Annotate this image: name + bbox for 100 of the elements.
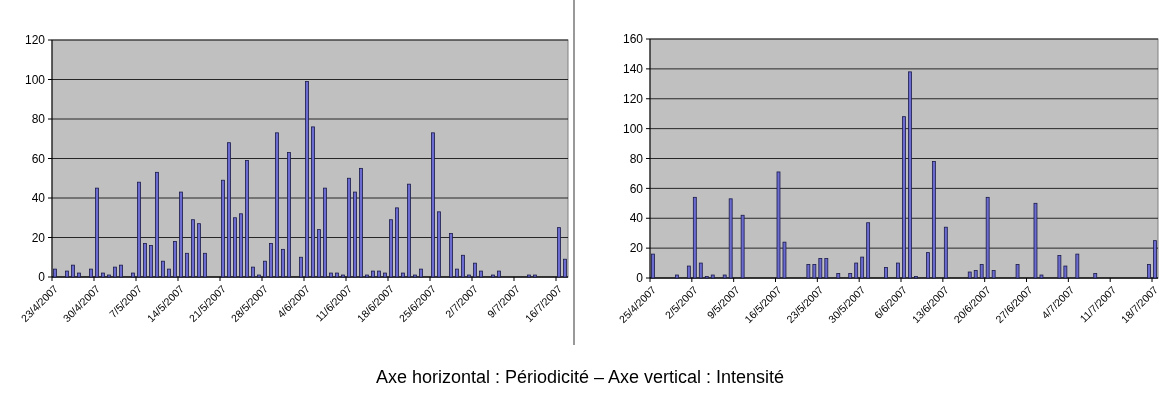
bar: [275, 132, 279, 278]
bar: [227, 142, 231, 278]
bar: [299, 256, 303, 278]
bar: [836, 273, 841, 279]
bar: [53, 268, 57, 278]
bar: [101, 272, 105, 278]
bar: [119, 264, 123, 278]
bar: [185, 252, 189, 278]
bar: [908, 71, 912, 279]
bar: [1075, 253, 1080, 279]
bar: [245, 160, 249, 278]
bar: [991, 270, 996, 279]
bar: [943, 226, 948, 279]
bar: [698, 262, 703, 279]
text: Axe horizontal : Périodicité – Axe vertical : Intensité: [375, 367, 785, 387]
bar: [89, 268, 93, 278]
bar: [461, 254, 465, 278]
y-tick-label: 20: [31, 230, 46, 245]
bar: [311, 126, 315, 278]
y-tick-label: 0: [636, 271, 644, 286]
bar: [1153, 240, 1157, 279]
y-tick-label: 40: [629, 211, 644, 226]
y-tick-label: 0: [38, 270, 46, 285]
bar: [557, 227, 561, 278]
bar: [437, 211, 441, 278]
bar: [233, 217, 237, 278]
bar: [818, 258, 823, 279]
bar: [221, 179, 225, 278]
y-tick-label: 160: [622, 32, 644, 47]
bar: [71, 264, 75, 278]
bar: [479, 270, 483, 278]
bar: [161, 260, 165, 278]
bar: [973, 270, 978, 279]
bar: [335, 272, 339, 278]
bar: [383, 272, 387, 278]
y-tick-label: 80: [629, 151, 644, 166]
bar: [353, 191, 357, 278]
bar: [497, 270, 501, 278]
bar: [860, 256, 865, 279]
bar: [473, 262, 477, 278]
bar: [728, 198, 733, 279]
y-tick-label: 80: [31, 112, 46, 127]
bar: [389, 219, 393, 278]
bar: [263, 260, 267, 278]
bar: [65, 270, 69, 278]
bar: [866, 222, 871, 279]
bar: [675, 274, 679, 279]
bar: [377, 270, 381, 278]
bar: [329, 272, 333, 278]
y-tick-label: 20: [629, 241, 644, 256]
bar: [1147, 264, 1151, 279]
bar: [149, 245, 153, 278]
bar: [985, 196, 990, 279]
bar: [722, 274, 727, 279]
bar: [191, 219, 195, 278]
y-tick-label: 120: [24, 33, 46, 48]
bar: [824, 258, 829, 279]
bar: [137, 181, 141, 278]
bar: [407, 183, 411, 278]
bar: [896, 262, 900, 279]
bar: [77, 272, 81, 278]
bar: [884, 267, 888, 279]
bar: [113, 266, 117, 278]
bar: [359, 167, 363, 278]
bar: [1015, 264, 1020, 279]
y-tick-label: 100: [24, 72, 46, 87]
y-tick-label: 140: [622, 62, 644, 77]
bar: [967, 271, 972, 279]
bar: [323, 187, 327, 278]
bar: [692, 196, 697, 279]
y-tick-label: 40: [31, 191, 46, 206]
bar: [155, 171, 159, 278]
bar: [979, 264, 984, 279]
bar: [419, 268, 423, 278]
bar: [143, 243, 147, 278]
bar: [173, 241, 177, 278]
bar: [269, 243, 273, 278]
bar: [926, 252, 930, 279]
y-tick-label: 120: [622, 91, 644, 106]
y-tick-label: 60: [31, 151, 46, 166]
bar: [239, 213, 243, 278]
bar: [854, 262, 859, 279]
bar: [651, 253, 655, 279]
bar: [710, 274, 715, 279]
bar: [95, 187, 99, 278]
bar: [197, 223, 201, 278]
bar: [455, 268, 459, 278]
y-tick-label: 60: [629, 181, 644, 196]
bar: [251, 266, 255, 278]
bar: [287, 152, 291, 278]
bar: [431, 132, 435, 278]
bar: [1093, 273, 1098, 279]
bar: [848, 273, 853, 279]
bar: [686, 265, 691, 279]
bar: [449, 233, 453, 278]
bar: [167, 268, 171, 278]
bar: [902, 116, 906, 279]
y-tick-label: 100: [622, 121, 644, 136]
bar: [395, 207, 399, 278]
bar: [179, 191, 183, 278]
